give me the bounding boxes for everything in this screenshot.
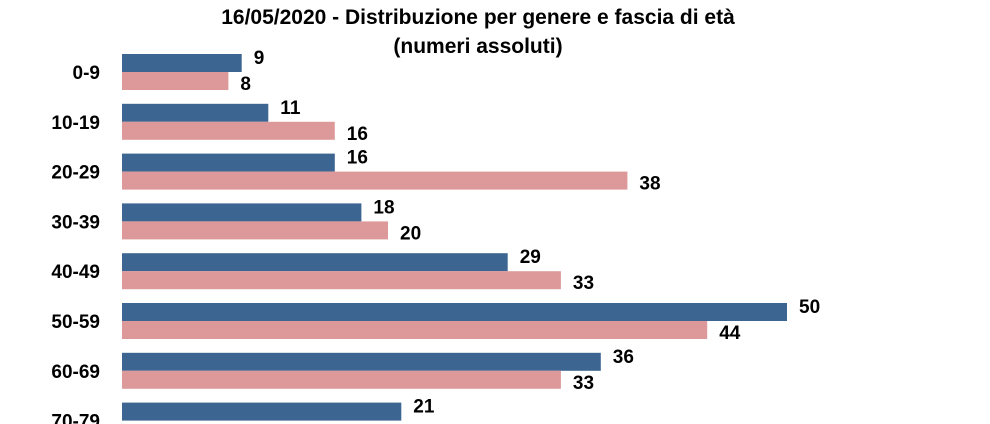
category-label: 10-19 <box>51 113 100 134</box>
category-label: 60-69 <box>51 362 100 383</box>
category-label: 70-79 <box>51 412 100 424</box>
bar-series-2 <box>122 271 561 290</box>
chart-title: 16/05/2020 - Distribuzione per genere e … <box>221 6 735 29</box>
chart-subtitle: (numeri assoluti) <box>393 35 562 58</box>
bar-series-2 <box>122 72 229 90</box>
category-label: 20-29 <box>51 163 100 184</box>
value-label: 11 <box>280 98 301 119</box>
value-label: 16 <box>347 148 368 169</box>
bar-series-2 <box>122 321 708 339</box>
value-label: 38 <box>639 174 660 195</box>
value-label: 44 <box>719 323 741 344</box>
value-label: 29 <box>520 247 541 268</box>
value-label: 21 <box>413 397 435 418</box>
bar-series-1 <box>122 352 601 371</box>
category-label: 50-59 <box>51 312 100 333</box>
value-label: 50 <box>799 297 820 318</box>
bar-series-1 <box>122 54 242 72</box>
bar-series-1 <box>122 153 335 172</box>
bar-series-2 <box>122 370 561 389</box>
value-label: 8 <box>240 74 251 95</box>
value-label: 33 <box>573 273 594 294</box>
value-label: 9 <box>254 48 265 69</box>
bar-series-1 <box>122 103 269 122</box>
bar-series-2 <box>122 121 335 140</box>
category-label: 40-49 <box>51 262 100 283</box>
value-label: 20 <box>400 223 421 244</box>
value-label: 16 <box>347 124 368 145</box>
category-label: 30-39 <box>51 212 100 233</box>
bar-series-1 <box>122 402 402 421</box>
value-label: 18 <box>373 197 394 218</box>
bars-group: 0-9 98 10-19 11 16 20-29 16 38 30-39 18 20 40-49 29 3… <box>51 48 820 424</box>
category-label: 0-9 <box>73 63 100 84</box>
bar-series-1 <box>122 303 787 321</box>
value-label: 36 <box>613 347 634 368</box>
bar-series-2 <box>122 221 388 240</box>
bar-series-1 <box>122 253 508 272</box>
bar-series-2 <box>122 171 628 190</box>
value-label: 33 <box>573 373 594 394</box>
bar-series-1 <box>122 203 362 222</box>
